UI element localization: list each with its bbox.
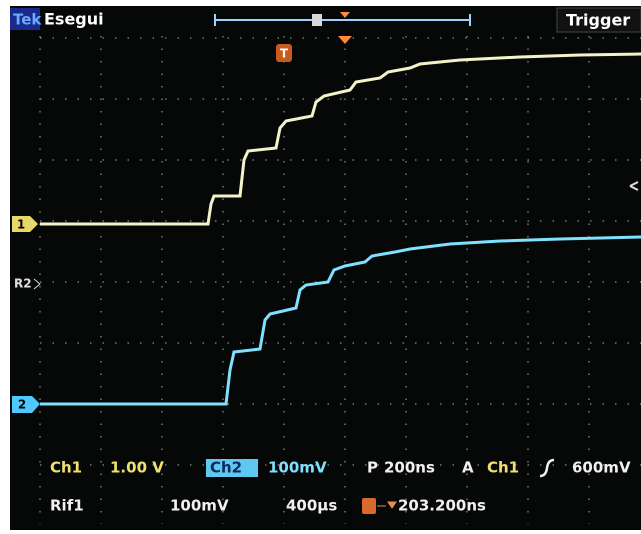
timebase-label: P	[367, 459, 378, 477]
ch1-scale: 1.00 V	[110, 459, 164, 477]
timebase: 200ns	[384, 459, 435, 477]
ref1-label: Rif1	[50, 497, 84, 515]
ref1-time: 400µs	[286, 497, 337, 515]
ref2-marker: R2	[14, 277, 32, 291]
trigger-position: 203.200ns	[398, 497, 486, 515]
menu-title[interactable]: Trigger	[566, 11, 630, 30]
ch1-label: Ch1	[50, 459, 82, 477]
trigger-level: 600mV	[572, 459, 631, 477]
ch2-label: Ch2	[210, 459, 242, 477]
trigger-source: Ch1	[487, 459, 519, 477]
ch2-marker: 2	[18, 398, 26, 412]
ref1-scale: 100mV	[170, 497, 229, 515]
page: {"header":{"brand":"Tek","mode":"Esegui"…	[0, 0, 641, 534]
trigger-pos-icon	[362, 498, 376, 514]
brand: Tek	[13, 11, 42, 29]
ch2-scale: 100mV	[268, 459, 327, 477]
trigger-marker: T	[280, 47, 289, 61]
ch1-marker: 1	[17, 218, 25, 232]
screen	[10, 6, 641, 530]
run-state: Esegui	[44, 10, 104, 29]
trigger-label: A	[462, 459, 474, 477]
record-window	[312, 14, 322, 26]
oscilloscope-screen: Tek Esegui Trigger T 1 R2 2 Ch1 1.00 V C…	[0, 0, 641, 534]
